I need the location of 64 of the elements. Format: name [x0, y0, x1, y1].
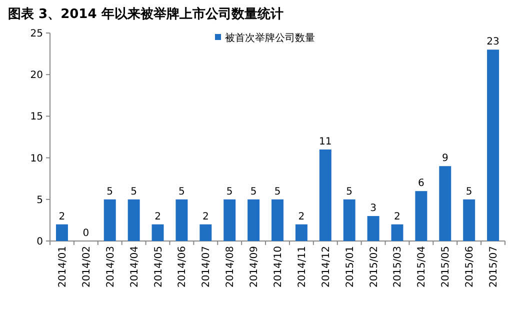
y-tick-label: 20	[30, 70, 43, 82]
bar	[319, 149, 332, 241]
data-label: 5	[226, 186, 233, 198]
bar	[56, 224, 68, 241]
bar	[367, 216, 380, 241]
x-tick-label: 2014/07	[201, 246, 212, 288]
data-label: 2	[298, 211, 305, 222]
data-label: 5	[106, 186, 114, 198]
bar	[439, 166, 452, 241]
x-tick-label: 2015/06	[464, 246, 476, 288]
x-tick-label: 2014/02	[81, 246, 92, 288]
y-tick-label: 0	[36, 236, 43, 248]
y-tick-label: 25	[30, 28, 43, 40]
bar	[152, 224, 164, 241]
data-label: 5	[250, 186, 257, 198]
bar	[272, 199, 284, 241]
data-label: 9	[442, 153, 448, 164]
bar	[248, 199, 260, 241]
x-tick-label: 2014/09	[249, 246, 260, 288]
bar	[224, 199, 236, 241]
data-label: 0	[82, 228, 90, 239]
bar	[128, 199, 140, 241]
data-label: 23	[486, 36, 500, 48]
data-label: 6	[418, 178, 424, 190]
x-tick-label: 2015/02	[368, 246, 380, 288]
x-tick-label: 2014/08	[225, 246, 236, 288]
bar	[463, 199, 476, 241]
data-label: 5	[346, 186, 353, 198]
bar	[415, 191, 428, 241]
data-label: 2	[394, 211, 400, 222]
x-tick-label: 2015/05	[440, 246, 452, 288]
y-tick-label: 15	[30, 112, 43, 123]
data-label: 5	[130, 186, 138, 198]
data-label: 2	[58, 211, 66, 222]
data-label: 5	[178, 186, 185, 198]
x-tick-label: 2014/05	[153, 246, 164, 288]
x-tick-label: 2014/03	[105, 246, 116, 288]
bar	[487, 50, 500, 241]
data-label: 11	[319, 136, 332, 148]
data-label: 5	[274, 186, 281, 198]
x-tick-label: 2014/01	[57, 246, 68, 288]
data-label: 5	[466, 186, 472, 198]
data-label: 2	[154, 211, 161, 222]
bar	[391, 224, 404, 241]
x-tick-label: 2015/01	[344, 246, 356, 288]
x-tick-label: 2015/03	[392, 246, 404, 288]
bar	[176, 199, 188, 241]
x-tick-label: 2014/12	[320, 246, 332, 288]
bar	[295, 224, 308, 241]
x-tick-label: 2014/04	[129, 246, 140, 288]
y-tick-label: 10	[30, 153, 43, 164]
data-label: 2	[202, 211, 209, 222]
chart-title: 图表 3、2014 年以来被举牌上市公司数量统计	[8, 6, 284, 22]
x-tick-label: 2015/07	[488, 246, 500, 288]
x-tick-label: 2014/11	[296, 246, 308, 288]
legend-label: 被首次举牌公司数量	[225, 32, 315, 44]
bar	[200, 224, 212, 241]
x-tick-label: 2014/10	[273, 246, 284, 288]
x-tick-label: 2014/06	[177, 246, 188, 288]
data-label: 3	[370, 203, 376, 214]
bar	[343, 199, 356, 241]
x-tick-label: 2015/04	[416, 246, 428, 288]
y-tick-label: 5	[36, 194, 43, 206]
bar	[104, 199, 116, 241]
